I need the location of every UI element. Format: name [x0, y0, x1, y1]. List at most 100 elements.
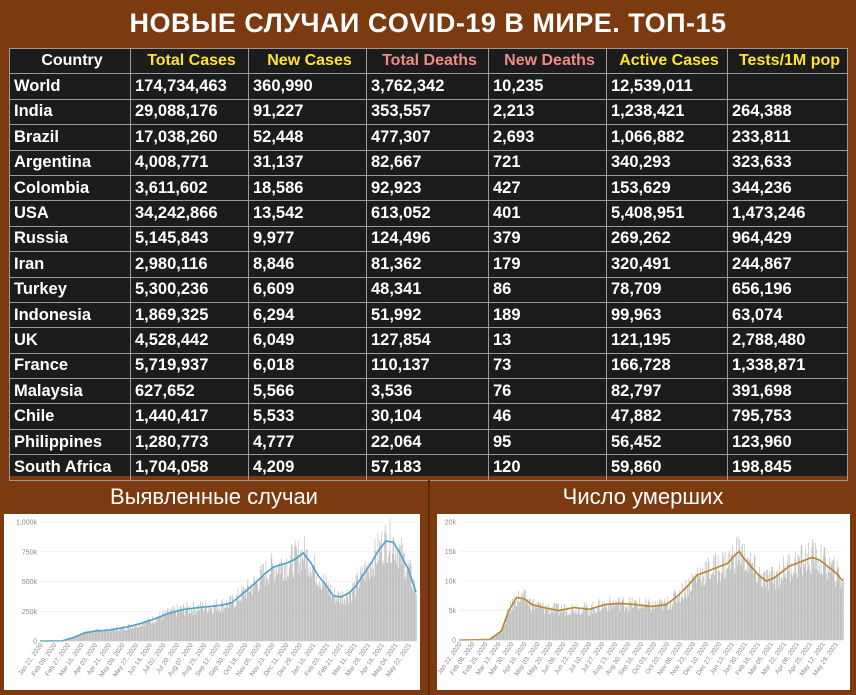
daily-bar [743, 555, 744, 640]
value-cell: 9,977 [248, 225, 367, 253]
value-cell: 6,609 [248, 276, 367, 303]
daily-bar [83, 632, 85, 641]
daily-bar [312, 564, 314, 641]
daily-bar [700, 567, 701, 640]
value-cell: 198,845 [727, 454, 848, 481]
daily-bar [615, 605, 617, 640]
table-row: UK 4,528,442 6,049 127,854 13 121,195 2,788,48… [9, 327, 848, 354]
daily-bar [198, 603, 200, 641]
daily-bar [806, 553, 808, 640]
daily-bar [573, 613, 575, 640]
daily-bar [628, 611, 630, 640]
value-cell: 22,064 [366, 428, 489, 456]
daily-bar [809, 565, 810, 640]
daily-bar [637, 607, 639, 640]
daily-bar [367, 572, 369, 641]
value-cell: 78,709 [606, 276, 728, 303]
daily-bar [642, 608, 644, 640]
daily-bar [292, 571, 294, 641]
daily-bar [139, 622, 140, 641]
daily-bar [498, 633, 499, 640]
daily-bar [525, 590, 526, 640]
daily-bar [384, 531, 386, 641]
daily-bar [565, 611, 567, 640]
daily-bar [332, 595, 334, 641]
daily-bar [793, 574, 795, 640]
daily-bar [165, 612, 167, 641]
daily-bar [346, 589, 348, 641]
daily-bar [264, 576, 265, 641]
daily-bar [108, 630, 110, 641]
daily-bar [237, 596, 238, 641]
daily-bar [709, 578, 710, 640]
daily-bar [727, 568, 728, 640]
daily-bar [496, 633, 498, 640]
daily-bar [715, 552, 717, 640]
daily-bar [288, 576, 289, 641]
daily-bar [371, 576, 373, 641]
value-cell: 34,242,866 [130, 200, 249, 227]
daily-bar [708, 561, 710, 640]
daily-bar [641, 605, 643, 640]
daily-bar [150, 621, 152, 641]
daily-bar [541, 604, 543, 640]
daily-bar [778, 588, 780, 640]
daily-bar [357, 572, 358, 641]
daily-bar [552, 613, 554, 640]
daily-bar [677, 597, 679, 640]
daily-bar [663, 602, 664, 640]
daily-bar [269, 574, 270, 641]
daily-bar [331, 597, 332, 641]
daily-bar [803, 558, 804, 640]
daily-bar [518, 601, 520, 640]
daily-bar [324, 583, 325, 641]
daily-bar [148, 618, 149, 641]
daily-bar [810, 574, 812, 640]
daily-bar [495, 635, 496, 640]
daily-bar [106, 628, 108, 641]
daily-bar [115, 631, 116, 641]
daily-bar [504, 619, 505, 640]
daily-bar [598, 598, 600, 640]
daily-bar [727, 552, 729, 640]
value-cell: 2,788,480 [727, 327, 848, 354]
daily-bar [361, 572, 362, 641]
daily-bar [225, 608, 227, 641]
daily-bar [197, 605, 198, 641]
daily-bar [652, 600, 654, 640]
daily-bar [542, 601, 544, 640]
daily-bar [169, 613, 170, 641]
daily-bar [151, 623, 152, 641]
value-cell: 5,719,937 [130, 352, 249, 380]
table-row: South Africa 1,704,058 4,209 57,183 120 59,86… [9, 454, 848, 481]
daily-bar [697, 567, 698, 640]
daily-bar [234, 608, 235, 641]
daily-bar [654, 609, 655, 640]
daily-bar [279, 562, 280, 641]
daily-bar [626, 607, 628, 640]
daily-bar [633, 607, 634, 640]
daily-bar [574, 610, 575, 640]
daily-bar [839, 580, 841, 640]
daily-bar [688, 577, 690, 640]
daily-bar [179, 606, 181, 641]
daily-bar [644, 604, 646, 640]
daily-bar [183, 606, 185, 641]
daily-bar [511, 609, 512, 640]
daily-bar [724, 551, 726, 640]
daily-bar [391, 562, 392, 641]
daily-bar [823, 546, 825, 640]
daily-bar [229, 596, 231, 641]
daily-bar [836, 559, 838, 640]
daily-bar [397, 548, 398, 641]
daily-bar [558, 603, 559, 640]
daily-bar [179, 611, 180, 641]
daily-bar [690, 591, 691, 640]
daily-bar [622, 596, 624, 640]
daily-bar [501, 632, 502, 640]
daily-bar [794, 557, 796, 640]
daily-bar [156, 616, 158, 641]
daily-bar [823, 555, 824, 640]
daily-bar [174, 607, 176, 641]
daily-bar [88, 630, 90, 641]
